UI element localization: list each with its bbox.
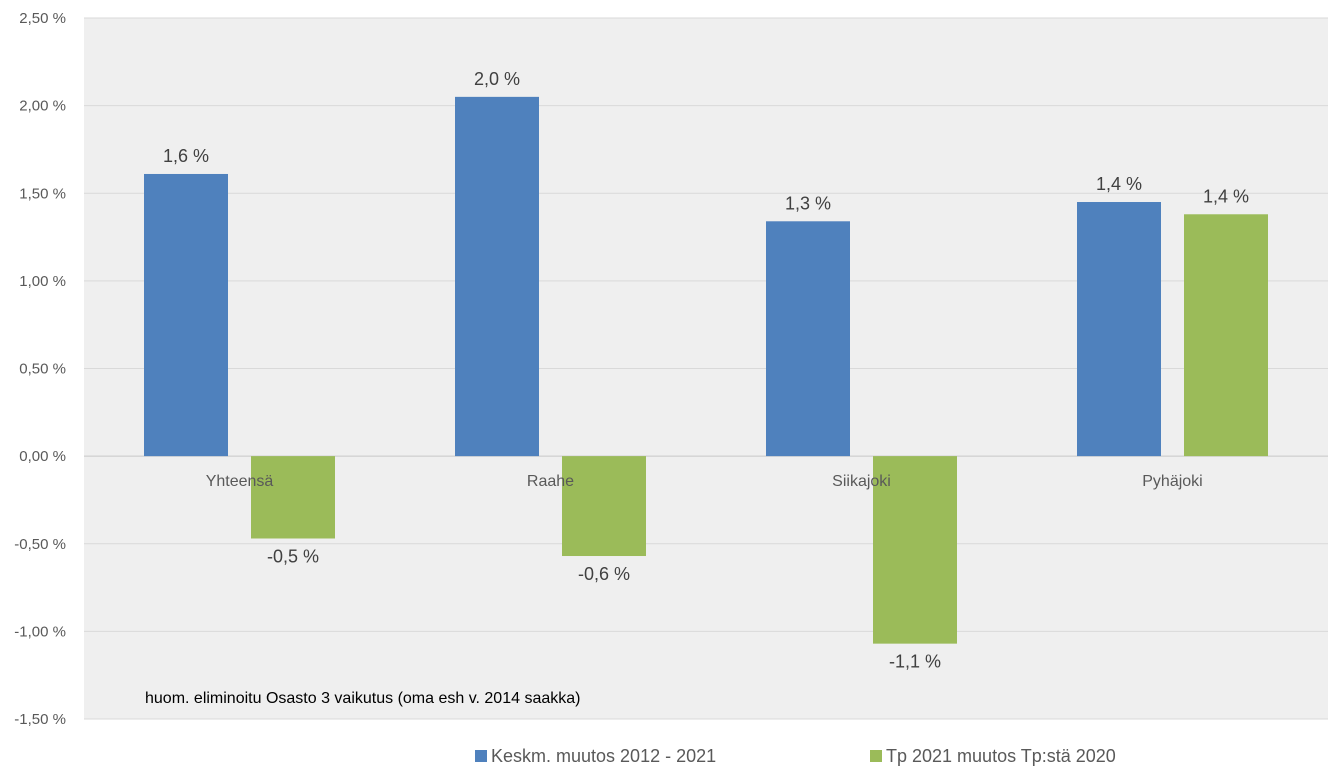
y-tick-label: 2,50 %	[19, 10, 66, 27]
bars	[144, 96, 1268, 644]
bar	[873, 456, 957, 644]
data-label: -1,1 %	[889, 652, 941, 672]
data-label: 2,0 %	[474, 69, 520, 89]
y-tick-label: 0,00 %	[19, 448, 66, 465]
y-tick-label: -1,50 %	[14, 711, 66, 728]
data-label: 1,3 %	[785, 193, 831, 213]
y-tick-label: 2,00 %	[19, 98, 66, 115]
category-labels: Yhteensä Raahe Siikajoki Pyhäjoki	[206, 473, 1203, 490]
legend-swatch	[475, 750, 487, 762]
bar	[1184, 214, 1268, 457]
category-label: Raahe	[527, 473, 574, 490]
bar	[562, 456, 646, 557]
bar	[251, 456, 335, 539]
data-label: 1,4 %	[1203, 186, 1249, 206]
y-tick-label: 0,50 %	[19, 361, 66, 378]
legend-swatch	[870, 750, 882, 762]
data-labels: 1,6 % -0,5 % 2,0 % -0,6 % 1,3 % -1,1 % 1,4 % 1,…	[163, 69, 1249, 672]
bar	[144, 173, 228, 457]
bar	[1077, 202, 1161, 457]
legend: Keskm. muutos 2012 - 2021 Tp 2021 muutos …	[475, 746, 1116, 766]
y-tick-label: -1,00 %	[14, 623, 66, 640]
data-label: -0,5 %	[267, 546, 319, 566]
category-label: Siikajoki	[832, 473, 891, 490]
category-label: Yhteensä	[206, 473, 274, 490]
y-tick-label: -0,50 %	[14, 536, 66, 553]
data-label: -0,6 %	[578, 564, 630, 584]
y-tick-label: 1,50 %	[19, 185, 66, 202]
y-tick-label: 1,00 %	[19, 273, 66, 290]
data-label: 1,4 %	[1096, 174, 1142, 194]
data-label: 1,6 %	[163, 146, 209, 166]
bar	[766, 221, 850, 457]
gridlines	[84, 17, 1328, 720]
category-label: Pyhäjoki	[1142, 473, 1202, 490]
legend-label: Keskm. muutos 2012 - 2021	[491, 746, 716, 766]
y-axis-ticks: 2,50 % 2,00 % 1,50 % 1,00 % 0,50 % 0,00 % -0,5…	[14, 10, 66, 728]
annotation-note: huom. eliminoitu Osasto 3 vaikutus (oma …	[145, 690, 580, 707]
bar	[455, 96, 539, 457]
legend-label: Tp 2021 muutos Tp:stä 2020	[886, 746, 1116, 766]
